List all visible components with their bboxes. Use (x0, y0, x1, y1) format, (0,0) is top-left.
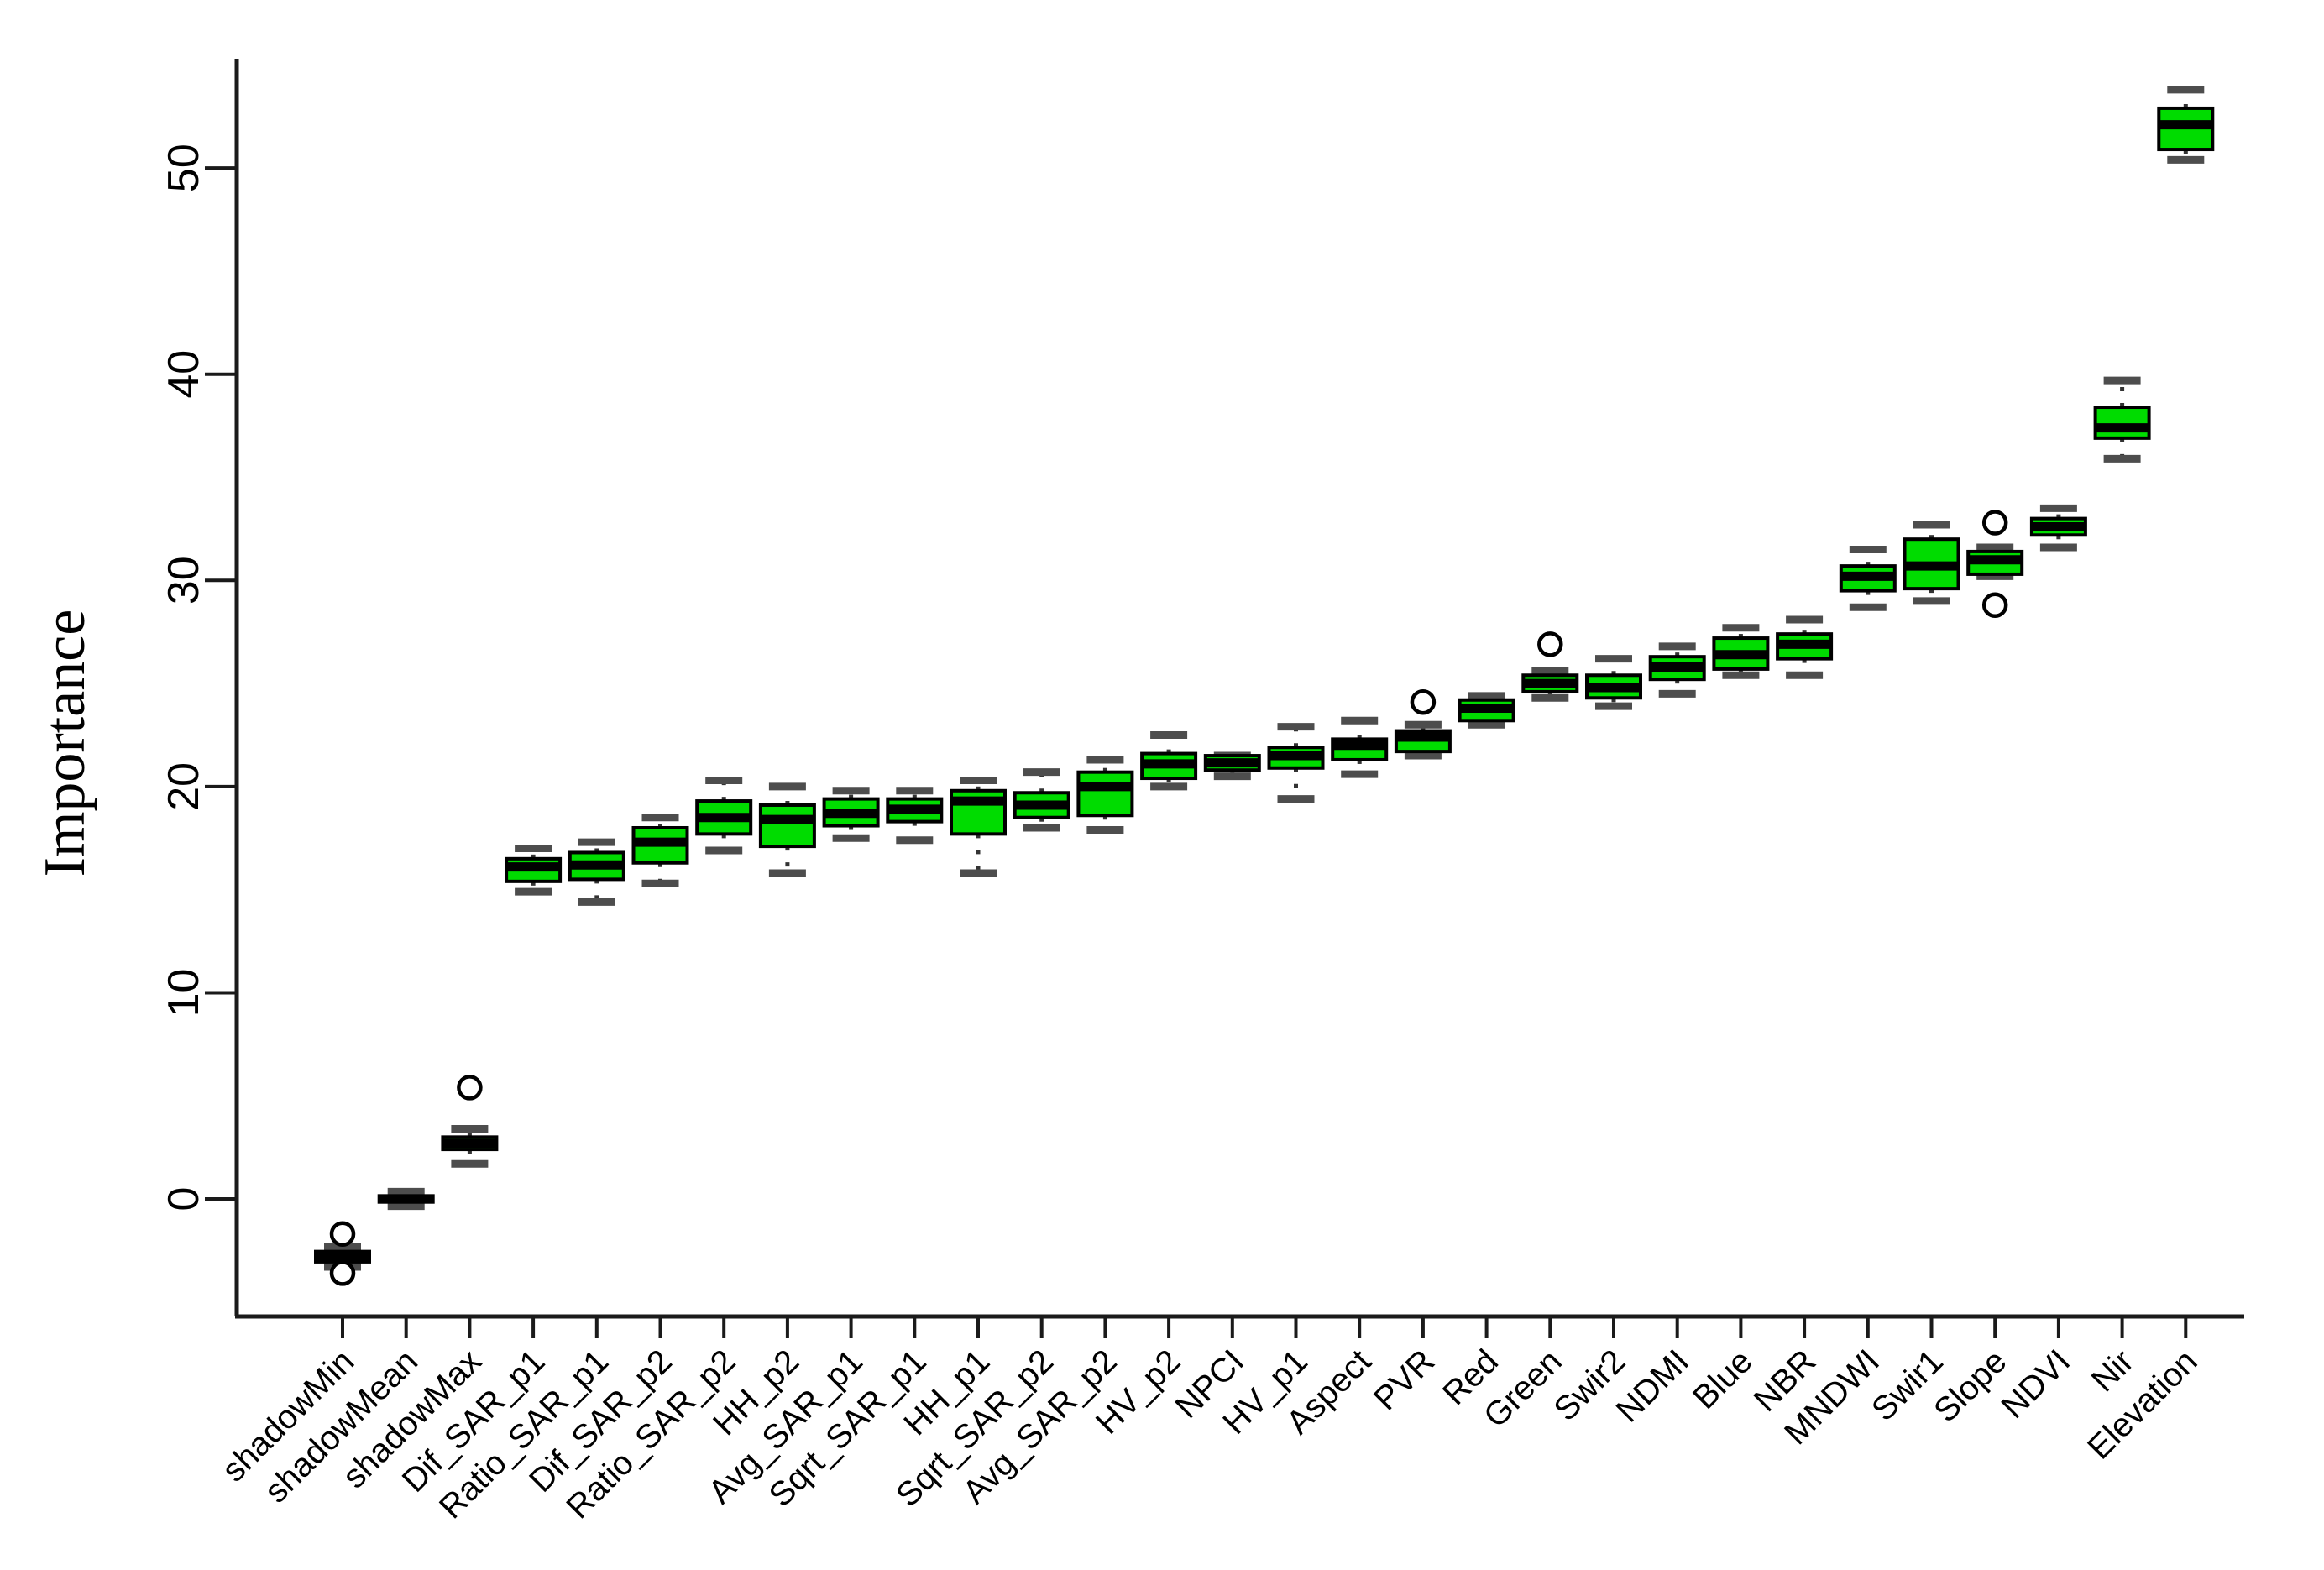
x-tick-label: Swir1 (1865, 1342, 1950, 1428)
x-tick-label: Blue (1686, 1342, 1760, 1416)
x-tick-label: Slope (1927, 1342, 2013, 1429)
boxplot-NBR (1776, 615, 1834, 679)
boxplot-shadowMean (377, 1187, 435, 1211)
boxplot-Avg_SAR_p1 (822, 787, 880, 842)
boxplot-Sqrt_SAR_p2 (1013, 768, 1070, 832)
boxplot-Red (1458, 692, 1515, 729)
x-tick-label: NDVI (1995, 1342, 2078, 1426)
boxplot-Dif_SAR_p2 (631, 814, 689, 887)
boxplot-shadowMax (441, 1075, 499, 1168)
y-tick-label: 30 (160, 556, 208, 604)
boxplot-NDMI (1648, 642, 1706, 698)
x-tick-label: NDMI (1610, 1342, 1696, 1429)
boxplot-NPCI (1203, 751, 1261, 781)
boxplot-Blue (1712, 624, 1770, 679)
y-axis-title: Importance (33, 610, 97, 877)
outlier-point (1981, 592, 2008, 619)
boxplot-Dif_SAR_p1 (505, 845, 563, 896)
boxplot-Ratio_SAR_p2 (695, 777, 753, 855)
boxplot-Swir1 (1903, 521, 1960, 605)
y-tick-label: 0 (160, 1187, 208, 1212)
boxplot-PVR (1394, 688, 1452, 760)
boxplot-HH_p1 (950, 777, 1007, 877)
outlier-point (1981, 510, 2008, 536)
boxplot-HH_p2 (758, 782, 816, 877)
boxplot-Green (1521, 631, 1579, 702)
boxplot-NDVI (2029, 504, 2087, 552)
boxplot-HV_p1 (1267, 723, 1325, 803)
boxplot-shadowMin (314, 1221, 371, 1286)
iqr-box (758, 803, 816, 849)
y-axis-ticks: 0 10 20 30 40 50 (160, 144, 237, 1211)
outlier-point (1410, 688, 1437, 715)
outlier-point (1537, 631, 1563, 657)
boxplot-Nir (2093, 376, 2151, 463)
boxplot-Swir2 (1585, 655, 1642, 710)
boxplot-Ratio_SAR_p1 (568, 838, 625, 906)
y-tick-label: 40 (160, 350, 208, 399)
x-axis-ticks: shadowMinshadowMeanshadowMaxDif_SAR_p1Ra… (215, 1316, 2205, 1526)
boxplot-Avg_SAR_p2 (1076, 756, 1134, 834)
y-tick-label: 50 (160, 144, 208, 192)
iqr-box (1076, 770, 1134, 818)
y-tick-label: 10 (160, 969, 208, 1018)
outlier-point (457, 1075, 483, 1101)
boxplot-Aspect (1331, 716, 1389, 778)
x-tick-label: Swir2 (1547, 1342, 1633, 1428)
iqr-box (2093, 406, 2151, 440)
boxplot-Slope (1966, 510, 2024, 619)
y-tick-label: 20 (160, 762, 208, 811)
boxplot-MNDWI (1839, 545, 1897, 611)
outlier-point (329, 1221, 356, 1248)
outlier-point (329, 1260, 356, 1286)
boxplot-series (314, 86, 2215, 1286)
x-tick-label: PVR (1367, 1342, 1442, 1417)
boxplot-Sqrt_SAR_p1 (886, 787, 944, 845)
boxplot-Elevation (2157, 86, 2215, 164)
boxplot-HV_p2 (1140, 730, 1198, 791)
